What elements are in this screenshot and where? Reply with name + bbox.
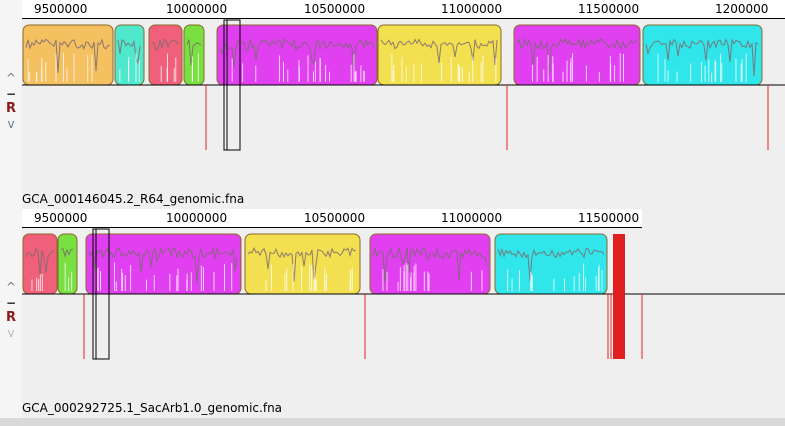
alignment-track-1[interactable]	[0, 0, 785, 209]
chevron-down-icon[interactable]: v	[7, 326, 15, 340]
lcb-block[interactable]	[377, 24, 502, 86]
reverse-button[interactable]: R	[5, 101, 16, 116]
lcb-block[interactable]	[216, 24, 378, 86]
tick-label: 11000000	[441, 211, 503, 225]
horizontal-scrollbar[interactable]	[0, 418, 785, 426]
lcb-block[interactable]	[494, 233, 608, 295]
highlighted-region	[613, 234, 625, 359]
chevron-up-icon[interactable]: ^	[5, 71, 17, 85]
tick-label: 10000000	[166, 211, 228, 225]
tick-label: 9500000	[34, 2, 88, 16]
tick-label: 10500000	[304, 211, 366, 225]
selection-box[interactable]	[92, 228, 110, 360]
sequence-name-label: GCA_000146045.2_R64_genomic.fna	[22, 192, 245, 206]
sequence-name-label: GCA_000292725.1_SacArb1.0_genomic.fna	[22, 401, 283, 415]
tick-label: 11000000	[441, 2, 503, 16]
tick-label: 11500000	[578, 2, 640, 16]
lcb-block[interactable]	[22, 24, 114, 86]
lcb-block[interactable]	[148, 24, 183, 86]
lcb-block[interactable]	[57, 233, 78, 295]
sequence-panel-2: ^ − R v 9500000 10000000 10500000 110000…	[0, 209, 785, 426]
tick-label: 10000000	[166, 2, 228, 16]
lcb-block[interactable]	[183, 24, 205, 86]
lcb-block[interactable]	[114, 24, 145, 86]
coordinate-ruler: 9500000 10000000 10500000 11000000 11500…	[22, 0, 785, 19]
tick-label: 9500000	[34, 211, 88, 225]
coordinate-ruler: 9500000 10000000 10500000 11000000 11500…	[22, 209, 642, 228]
chevron-up-icon[interactable]: ^	[5, 280, 17, 294]
tick-label: 11500000	[578, 211, 640, 225]
reverse-button[interactable]: R	[5, 310, 16, 325]
sequence-panel-1: ^ − R v 9500000 10000000 10500000 110000…	[0, 0, 785, 209]
tick-label: 1200000	[715, 2, 769, 16]
lcb-block[interactable]	[22, 233, 58, 295]
panel-2-controls: ^ − R v	[0, 209, 22, 426]
minus-button[interactable]: −	[5, 87, 17, 101]
lcb-block[interactable]	[513, 24, 641, 86]
lcb-block[interactable]	[85, 233, 242, 295]
lcb-block[interactable]	[369, 233, 491, 295]
lcb-block[interactable]	[642, 24, 763, 86]
selection-box[interactable]	[223, 19, 241, 151]
tick-label: 10500000	[304, 2, 366, 16]
lcb-block[interactable]	[244, 233, 361, 295]
panel-1-controls: ^ − R v	[0, 0, 22, 209]
alignment-track-2[interactable]	[0, 209, 785, 426]
chevron-down-icon[interactable]: v	[7, 117, 15, 131]
minus-button[interactable]: −	[5, 296, 17, 310]
